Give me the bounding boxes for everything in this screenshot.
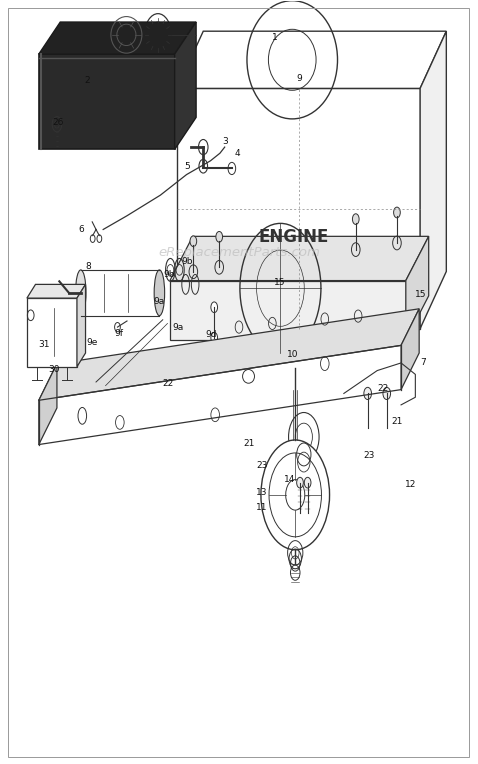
Polygon shape bbox=[170, 236, 429, 280]
Polygon shape bbox=[170, 280, 406, 340]
Circle shape bbox=[393, 207, 400, 218]
Text: 15: 15 bbox=[274, 278, 286, 287]
Ellipse shape bbox=[154, 270, 164, 316]
Text: 11: 11 bbox=[256, 503, 267, 513]
Circle shape bbox=[289, 413, 319, 461]
Circle shape bbox=[211, 332, 217, 343]
Polygon shape bbox=[177, 89, 420, 329]
Text: 9e: 9e bbox=[87, 338, 98, 347]
Text: 30: 30 bbox=[48, 364, 60, 374]
Text: 9: 9 bbox=[296, 74, 302, 83]
Text: 1: 1 bbox=[272, 33, 278, 42]
Text: 22: 22 bbox=[377, 384, 389, 393]
Polygon shape bbox=[406, 236, 429, 340]
Circle shape bbox=[211, 302, 217, 312]
Text: 2: 2 bbox=[84, 76, 90, 86]
Circle shape bbox=[216, 231, 223, 242]
Polygon shape bbox=[401, 309, 419, 390]
Polygon shape bbox=[27, 284, 86, 298]
Circle shape bbox=[199, 160, 207, 173]
Circle shape bbox=[352, 214, 359, 225]
Text: 12: 12 bbox=[405, 480, 416, 489]
Text: 5: 5 bbox=[184, 162, 190, 170]
Text: 26: 26 bbox=[52, 118, 64, 128]
Polygon shape bbox=[39, 54, 174, 150]
Circle shape bbox=[90, 235, 95, 242]
Text: 9d: 9d bbox=[206, 330, 217, 339]
Text: 21: 21 bbox=[391, 417, 403, 426]
Circle shape bbox=[190, 236, 196, 247]
Text: ENGINE: ENGINE bbox=[259, 228, 329, 246]
Text: 6: 6 bbox=[78, 225, 84, 234]
Ellipse shape bbox=[76, 270, 86, 316]
Text: 9a: 9a bbox=[153, 297, 164, 306]
Text: 22: 22 bbox=[163, 379, 174, 388]
Text: 31: 31 bbox=[38, 340, 49, 349]
Polygon shape bbox=[77, 284, 86, 367]
Text: 23: 23 bbox=[256, 461, 268, 471]
Text: 8: 8 bbox=[86, 262, 91, 271]
Polygon shape bbox=[39, 22, 196, 54]
Polygon shape bbox=[420, 31, 446, 329]
Text: 9b: 9b bbox=[163, 270, 175, 279]
Circle shape bbox=[228, 163, 236, 174]
Polygon shape bbox=[39, 364, 57, 445]
Circle shape bbox=[383, 387, 391, 400]
Polygon shape bbox=[27, 298, 77, 367]
Text: 14: 14 bbox=[284, 475, 296, 484]
Text: 3: 3 bbox=[222, 138, 228, 146]
Text: eReplacementParts.com: eReplacementParts.com bbox=[158, 246, 320, 259]
Polygon shape bbox=[177, 31, 446, 89]
Text: 9a: 9a bbox=[172, 323, 184, 332]
Polygon shape bbox=[174, 22, 196, 150]
Circle shape bbox=[297, 478, 304, 488]
Text: 7: 7 bbox=[420, 358, 426, 367]
Circle shape bbox=[304, 478, 311, 488]
Polygon shape bbox=[39, 309, 419, 400]
Text: 23: 23 bbox=[363, 451, 374, 460]
Text: 9b: 9b bbox=[182, 257, 193, 266]
Circle shape bbox=[364, 387, 371, 400]
Text: 10: 10 bbox=[287, 350, 298, 359]
Text: 13: 13 bbox=[256, 488, 267, 497]
Circle shape bbox=[115, 322, 120, 332]
Circle shape bbox=[97, 235, 102, 242]
Circle shape bbox=[261, 440, 329, 550]
Text: 21: 21 bbox=[244, 439, 255, 448]
Text: 9f: 9f bbox=[114, 329, 123, 338]
Text: 4: 4 bbox=[234, 149, 240, 157]
Text: 15: 15 bbox=[415, 290, 427, 299]
